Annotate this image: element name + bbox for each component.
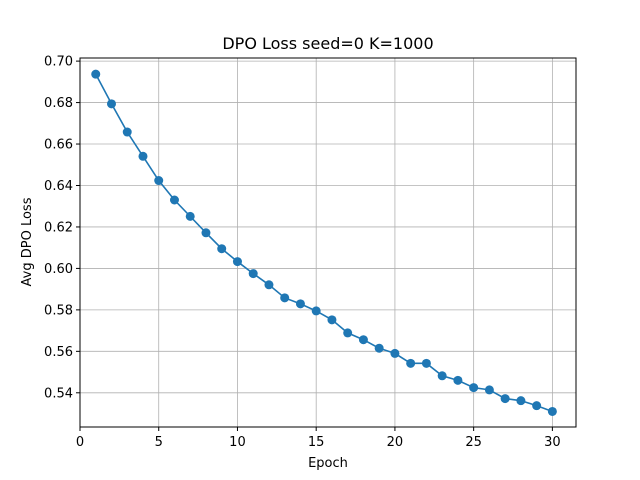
- data-point: [154, 176, 164, 186]
- data-point: [138, 151, 148, 161]
- series-line: [95, 73, 553, 413]
- data-point: [343, 328, 353, 338]
- data-point: [437, 371, 447, 381]
- data-point: [280, 293, 290, 303]
- data-point: [311, 306, 321, 316]
- data-point: [516, 396, 526, 406]
- data-point: [217, 244, 227, 254]
- y-tick-label: 0.58: [44, 303, 73, 318]
- x-tick-label: 10: [229, 435, 246, 450]
- x-tick-label: 0: [76, 435, 84, 450]
- x-tick-label: 30: [544, 435, 561, 450]
- plot-frame: [79, 57, 577, 428]
- data-point: [500, 394, 510, 404]
- data-point: [358, 335, 368, 345]
- x-tick-label: 5: [155, 435, 163, 450]
- data-point: [248, 269, 258, 279]
- y-tick-label: 0.62: [44, 220, 73, 235]
- series-layer: [91, 69, 557, 416]
- y-tick-label: 0.56: [44, 345, 73, 360]
- data-point: [91, 69, 101, 79]
- data-point: [453, 375, 463, 385]
- data-point: [421, 358, 431, 368]
- data-point: [295, 299, 305, 309]
- data-point: [469, 383, 479, 393]
- x-axis-label: Epoch: [308, 456, 348, 471]
- axis-ticks: 0 5 10 15 20 25 30 0.54 0.56 0.58 0.60 0.62 0.64 0.66…: [44, 55, 561, 450]
- data-point: [201, 228, 211, 238]
- data-point: [484, 385, 494, 395]
- data-point: [327, 315, 337, 325]
- x-tick-label: 20: [387, 435, 404, 450]
- grid: [79, 58, 576, 427]
- data-point: [547, 406, 557, 416]
- data-point: [532, 401, 542, 411]
- y-axis-label: Avg DPO Loss: [20, 197, 35, 286]
- y-tick-label: 0.70: [44, 55, 73, 70]
- data-point: [390, 348, 400, 358]
- y-tick-label: 0.66: [44, 138, 73, 153]
- data-point: [406, 358, 416, 368]
- y-tick-label: 0.54: [44, 386, 73, 401]
- data-point: [264, 280, 274, 290]
- y-tick-label: 0.60: [44, 262, 73, 277]
- chart-title: DPO Loss seed=0 K=1000: [222, 34, 433, 53]
- data-point: [106, 99, 116, 109]
- y-tick-label: 0.64: [44, 179, 73, 194]
- y-tick-label: 0.68: [44, 96, 73, 111]
- data-point: [374, 343, 384, 353]
- data-point: [185, 211, 195, 221]
- data-point: [169, 195, 179, 205]
- data-point: [122, 127, 132, 137]
- x-tick-label: 15: [308, 435, 325, 450]
- data-point: [232, 257, 242, 267]
- x-tick-label: 25: [465, 435, 482, 450]
